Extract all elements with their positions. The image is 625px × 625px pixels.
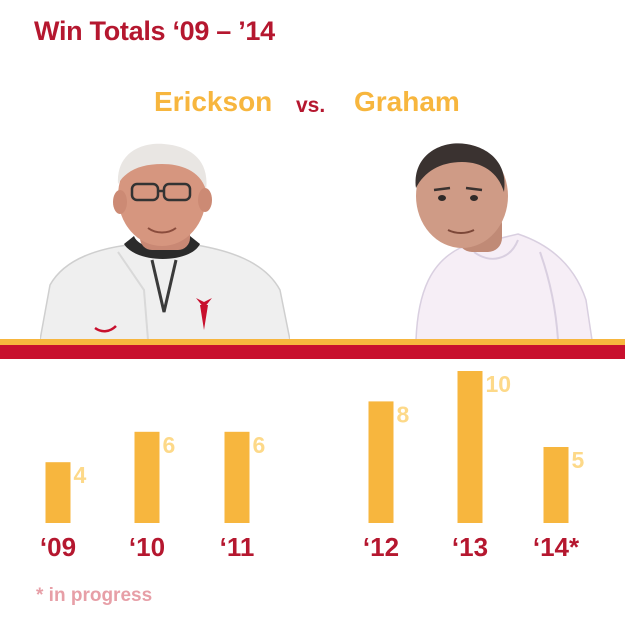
coach-right-name: Graham bbox=[354, 86, 460, 117]
vs-label: vs. bbox=[296, 94, 326, 117]
bar-0 bbox=[45, 462, 71, 523]
value-label-1: 6 bbox=[163, 432, 176, 458]
category-label-0: ‘09 bbox=[40, 532, 76, 562]
bar-5 bbox=[543, 447, 569, 523]
category-label-2: ‘11 bbox=[220, 532, 255, 562]
bar-1 bbox=[134, 431, 160, 523]
value-label-4: 10 bbox=[486, 371, 512, 397]
category-label-1: ‘10 bbox=[129, 532, 165, 562]
bar-3 bbox=[368, 401, 394, 523]
category-label-4: ‘13 bbox=[452, 532, 488, 562]
value-label-2: 6 bbox=[253, 432, 266, 458]
coach-left-photo bbox=[40, 143, 290, 340]
coach-right-photo bbox=[415, 143, 593, 340]
bar-chart: 4 6 6 8 10 5 ‘09 ‘10 ‘11 ‘12 ‘13 ‘14* bbox=[40, 371, 585, 562]
category-label-5: ‘14* bbox=[533, 532, 580, 562]
bars-group bbox=[45, 371, 569, 523]
category-label-3: ‘12 bbox=[363, 532, 399, 562]
category-labels-group: ‘09 ‘10 ‘11 ‘12 ‘13 ‘14* bbox=[40, 532, 580, 562]
divider-gold bbox=[0, 339, 625, 345]
value-label-0: 4 bbox=[74, 462, 87, 488]
bar-4 bbox=[457, 371, 483, 523]
footnote: * in progress bbox=[36, 585, 153, 606]
chart-title: Win Totals ‘09 – ’14 bbox=[34, 16, 275, 46]
coach-left-name: Erickson bbox=[154, 86, 273, 117]
value-label-5: 5 bbox=[572, 447, 585, 473]
divider-red bbox=[0, 345, 625, 359]
value-label-3: 8 bbox=[397, 401, 410, 427]
value-labels-group: 4 6 6 8 10 5 bbox=[74, 371, 585, 488]
bar-2 bbox=[224, 431, 250, 523]
